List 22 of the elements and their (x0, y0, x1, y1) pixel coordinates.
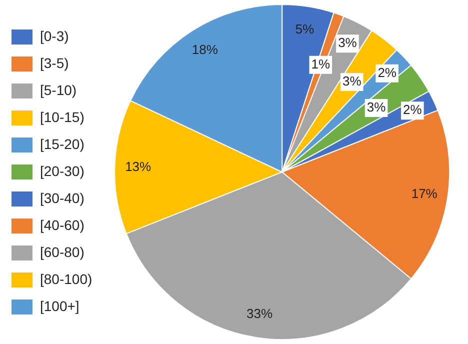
data-label: 3% (338, 35, 358, 50)
data-label: 2% (378, 64, 397, 80)
data-label: 13% (125, 159, 152, 174)
data-label: 3% (342, 74, 362, 89)
legend-label: [5-10) (40, 82, 77, 98)
legend-label: [60-80) (40, 244, 84, 260)
legend-label: [15-20) (40, 136, 84, 152)
data-label: 1% (311, 56, 330, 72)
legend-label: [0-3) (40, 28, 69, 44)
data-label: 18% (192, 42, 218, 57)
legend-label: [10-15) (40, 108, 84, 125)
data-label: 17% (411, 186, 438, 202)
data-label: 5% (295, 21, 314, 36)
legend-label: [20-30) (40, 162, 84, 179)
legend-label: [3-5) (40, 54, 69, 71)
legend-label: [80-100) (40, 270, 92, 287)
legend-label: [40-60) (40, 216, 84, 233)
data-label: 2% (403, 102, 422, 118)
data-label: 3% (366, 100, 386, 115)
data-label: 33% (246, 306, 273, 321)
legend-label: [100+] (40, 298, 80, 314)
legend-label: [30-40) (40, 190, 84, 206)
